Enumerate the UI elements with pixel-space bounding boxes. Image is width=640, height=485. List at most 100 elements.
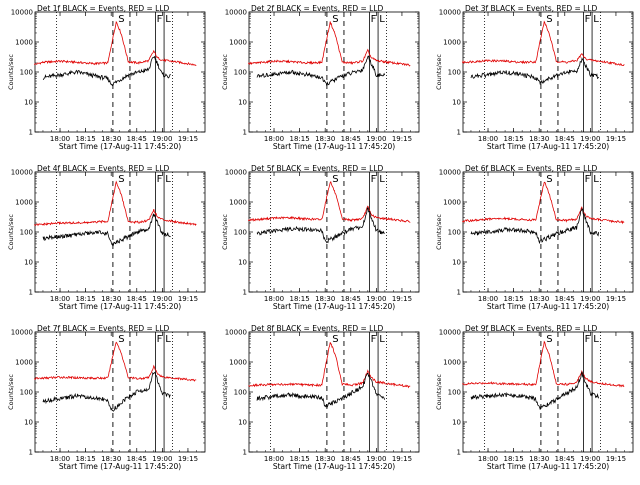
marker-label-S: S xyxy=(546,334,552,345)
y-axis-label: Counts/sec xyxy=(435,54,443,90)
x-axis-label: Start Time (17-Aug-11 17:45:20) xyxy=(59,462,181,471)
events-series-line xyxy=(42,55,171,87)
events-series-line xyxy=(470,371,600,410)
marker-label-L: L xyxy=(379,334,385,345)
x-axis-label: Start Time (17-Aug-11 17:45:20) xyxy=(487,462,609,471)
y-tick-label: 100 xyxy=(20,389,33,397)
x-tick-label: 19:00 xyxy=(152,295,172,303)
marker-label-S: S xyxy=(546,174,552,185)
x-tick-label: 18:00 xyxy=(50,135,70,143)
x-tick-label: 19:15 xyxy=(606,135,626,143)
y-tick-label: 1000 xyxy=(229,199,247,207)
x-axis-label: Start Time (17-Aug-11 17:45:20) xyxy=(59,142,181,151)
x-tick-label: 19:15 xyxy=(392,135,412,143)
y-axis-label: Counts/sec xyxy=(221,214,229,250)
marker-label-L: L xyxy=(379,14,385,25)
marker-label-L: L xyxy=(379,174,385,185)
x-tick-label: 18:15 xyxy=(504,135,524,143)
x-tick-label: 18:45 xyxy=(555,135,575,143)
y-tick-label: 10000 xyxy=(11,169,33,177)
lld-series-line xyxy=(34,20,197,67)
x-tick-label: 18:00 xyxy=(264,295,284,303)
x-tick-label: 18:45 xyxy=(555,295,575,303)
marker-label-L: L xyxy=(593,14,599,25)
y-tick-label: 1 xyxy=(457,289,461,297)
events-series-line xyxy=(470,208,600,245)
y-tick-label: 100 xyxy=(448,389,461,397)
x-tick-label: 18:45 xyxy=(127,135,147,143)
x-tick-label: 18:15 xyxy=(290,295,310,303)
y-tick-label: 1 xyxy=(29,129,33,137)
x-axis-label: Start Time (17-Aug-11 17:45:20) xyxy=(59,302,181,311)
marker-label-F: F xyxy=(585,14,591,25)
y-tick-label: 1000 xyxy=(443,39,461,47)
x-axis-label: Start Time (17-Aug-11 17:45:20) xyxy=(273,142,395,151)
y-tick-label: 10 xyxy=(238,419,247,427)
y-tick-label: 10 xyxy=(452,419,461,427)
plot-frame xyxy=(462,11,634,133)
y-tick-label: 100 xyxy=(234,69,247,77)
marker-label-F: F xyxy=(371,174,377,185)
x-tick-label: 18:30 xyxy=(315,295,335,303)
marker-label-F: F xyxy=(371,14,377,25)
lld-series-line xyxy=(462,340,625,388)
x-tick-label: 18:15 xyxy=(76,295,96,303)
x-tick-label: 19:15 xyxy=(392,295,412,303)
x-tick-label: 18:00 xyxy=(50,455,70,463)
x-tick-label: 19:00 xyxy=(366,295,386,303)
events-series-line xyxy=(42,371,171,412)
marker-label-F: F xyxy=(157,174,163,185)
detector-panel-6: Det 6f BLACK = Events, RED = LLD 1 10 100 10… xyxy=(435,164,634,311)
x-tick-label: 18:30 xyxy=(315,455,335,463)
lld-series-line xyxy=(34,180,197,227)
plot-frame xyxy=(462,331,634,453)
x-axis-label: Start Time (17-Aug-11 17:45:20) xyxy=(487,142,609,151)
detector-panel-9: Det 9f BLACK = Events, RED = LLD 1 10 100 10… xyxy=(435,324,634,471)
y-axis-label: Counts/sec xyxy=(221,54,229,90)
plot-frame xyxy=(248,11,420,133)
x-tick-label: 18:30 xyxy=(315,135,335,143)
y-tick-label: 10000 xyxy=(439,169,461,177)
panel-title: Det 8f BLACK = Events, RED = LLD xyxy=(251,324,384,333)
plot-frame xyxy=(248,331,420,453)
x-tick-label: 19:15 xyxy=(392,455,412,463)
x-tick-label: 19:00 xyxy=(152,455,172,463)
x-tick-label: 18:30 xyxy=(529,455,549,463)
marker-label-S: S xyxy=(332,174,338,185)
x-tick-label: 18:45 xyxy=(341,295,361,303)
events-series-line xyxy=(256,55,386,86)
detector-panel-1: Det 1f BLACK = Events, RED = LLD 1 10 100 10… xyxy=(7,4,206,151)
x-axis-label: Start Time (17-Aug-11 17:45:20) xyxy=(273,302,395,311)
marker-label-L: L xyxy=(593,334,599,345)
y-axis-label: Counts/sec xyxy=(7,374,15,410)
events-series-line xyxy=(256,372,386,409)
x-tick-label: 18:00 xyxy=(50,295,70,303)
y-tick-label: 10 xyxy=(24,259,33,267)
x-tick-label: 18:15 xyxy=(290,455,310,463)
panel-title: Det 1f BLACK = Events, RED = LLD xyxy=(37,4,170,13)
y-tick-label: 100 xyxy=(448,69,461,77)
y-tick-label: 10 xyxy=(452,259,461,267)
lld-series-line xyxy=(248,21,411,67)
marker-label-L: L xyxy=(593,174,599,185)
x-tick-label: 19:15 xyxy=(178,135,198,143)
detector-panel-8: Det 8f BLACK = Events, RED = LLD 1 10 100 10… xyxy=(221,324,420,471)
x-tick-label: 18:00 xyxy=(264,455,284,463)
y-tick-label: 1 xyxy=(457,129,461,137)
y-tick-label: 100 xyxy=(448,229,461,237)
y-axis-label: Counts/sec xyxy=(7,54,15,90)
y-tick-label: 100 xyxy=(234,229,247,237)
marker-label-F: F xyxy=(585,174,591,185)
y-tick-label: 1 xyxy=(243,129,247,137)
marker-label-S: S xyxy=(332,334,338,345)
panel-title: Det 5f BLACK = Events, RED = LLD xyxy=(251,164,384,173)
x-tick-label: 18:30 xyxy=(529,295,549,303)
lld-series-line xyxy=(34,341,197,382)
y-axis-label: Counts/sec xyxy=(7,214,15,250)
x-axis-label: Start Time (17-Aug-11 17:45:20) xyxy=(487,302,609,311)
y-axis-label: Counts/sec xyxy=(221,374,229,410)
x-tick-label: 19:15 xyxy=(178,295,198,303)
y-tick-label: 10 xyxy=(24,419,33,427)
x-tick-label: 19:00 xyxy=(580,455,600,463)
events-series-line xyxy=(470,56,600,85)
